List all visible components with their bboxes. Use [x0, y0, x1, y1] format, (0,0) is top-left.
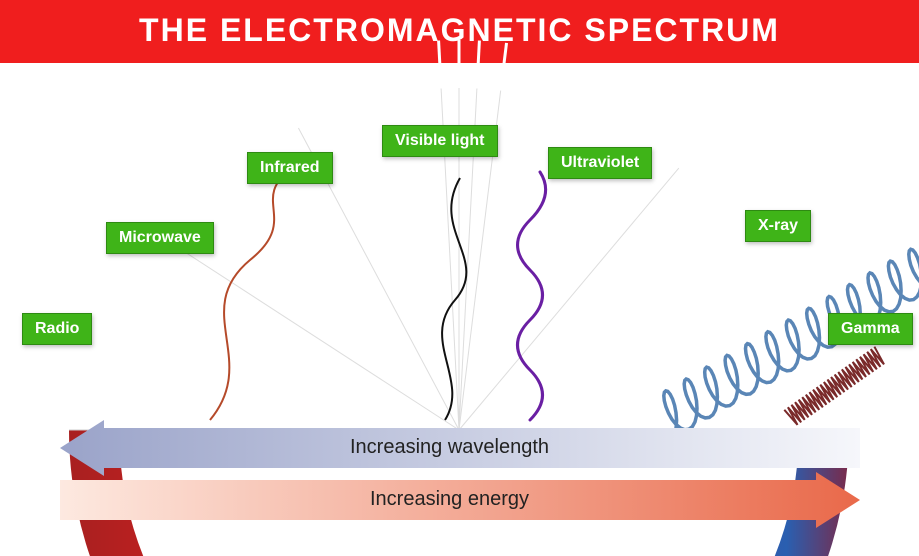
wave-uv	[518, 172, 546, 420]
wedge-ray	[172, 244, 459, 430]
arc-divider	[439, 41, 442, 89]
arc-divider	[679, 131, 710, 168]
band-label-infrared: Infrared	[247, 152, 333, 184]
band-label-microwave: Microwave	[106, 222, 214, 254]
spectrum-diagram	[0, 0, 919, 556]
wave-visible	[442, 178, 466, 420]
band-label-radio: Radio	[22, 313, 92, 345]
energy-arrow-label: Increasing energy	[370, 488, 529, 511]
band-label-visible: Visible light	[382, 125, 498, 157]
arc-divider	[276, 86, 299, 128]
band-label-xray: X-ray	[745, 210, 811, 242]
arc-divider	[477, 41, 480, 89]
wavelength-arrow-label: Increasing wavelength	[350, 436, 549, 459]
wedge-ray	[459, 168, 679, 430]
arc-divider	[501, 43, 507, 91]
band-label-uv: Ultraviolet	[548, 147, 652, 179]
band-label-gamma: Gamma	[828, 313, 913, 345]
wave-radio	[210, 170, 290, 420]
